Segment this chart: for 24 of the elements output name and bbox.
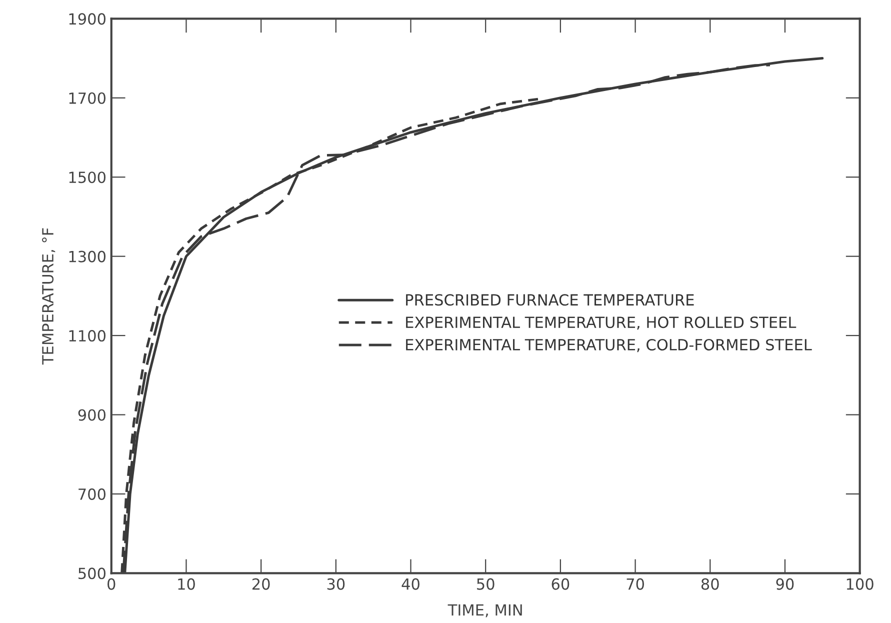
x-tick-label: 40 <box>402 578 420 590</box>
x-tick-label: 20 <box>252 578 270 590</box>
x-tick-label: 80 <box>701 578 719 590</box>
x-axis-title: TIME, MIN <box>448 604 522 618</box>
x-tick-label: 30 <box>327 578 345 590</box>
x-tick-label: 50 <box>477 578 494 590</box>
x-tick-label: 100 <box>846 578 874 590</box>
y-tick-label: 1700 <box>69 92 106 104</box>
legend-label: EXPERIMENTAL TEMPERATURE, COLD-FORMED STEEL <box>406 338 812 352</box>
legend-label: PRESCRIBED FURNACE TEMPERATURE <box>406 294 694 306</box>
y-axis-title: TEMPERATURE, °F <box>42 228 56 365</box>
x-tick-label: 10 <box>178 578 195 590</box>
x-tick-label: 60 <box>552 578 570 590</box>
y-tick-label: 700 <box>78 488 106 500</box>
y-tick-label: 900 <box>78 409 106 421</box>
y-tick-label: 500 <box>78 568 106 580</box>
y-tick-label: 1900 <box>69 13 106 25</box>
x-tick-label: 0 <box>108 578 116 590</box>
y-tick-label: 1300 <box>69 250 106 262</box>
legend-label: EXPERIMENTAL TEMPERATURE, HOT ROLLED STEEL <box>406 316 796 330</box>
x-tick-label: 90 <box>776 578 794 590</box>
y-tick-label: 1500 <box>69 172 106 184</box>
x-tick-label: 70 <box>626 578 644 590</box>
y-tick-label: 1100 <box>69 330 106 342</box>
